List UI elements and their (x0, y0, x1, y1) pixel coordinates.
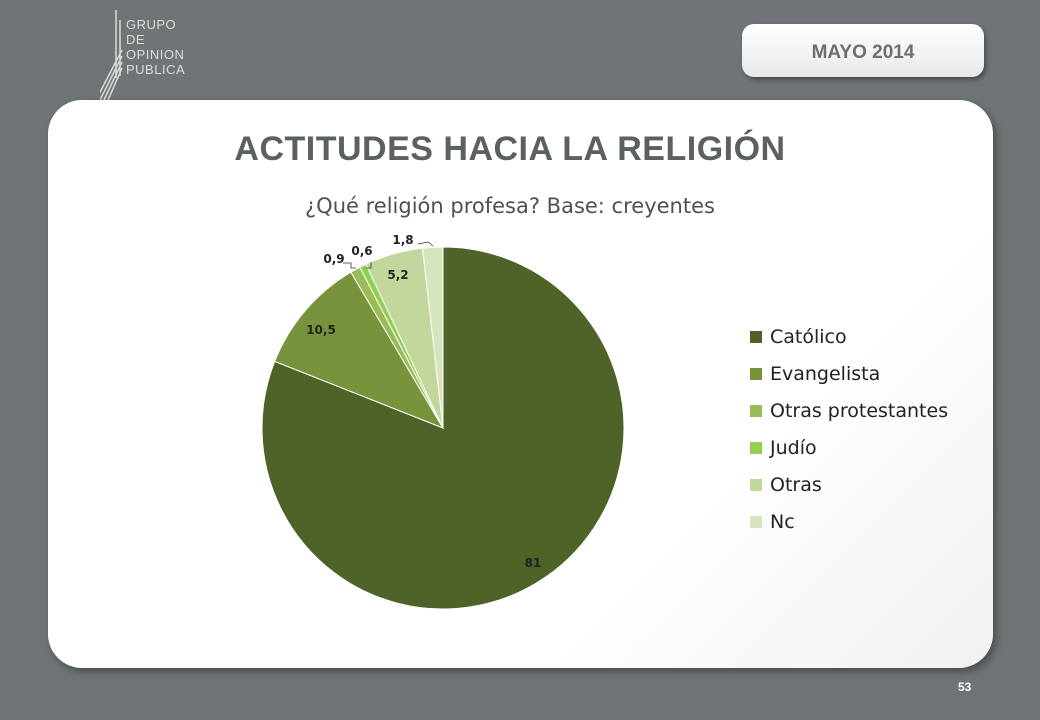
logo-line: PUBLICA (126, 62, 186, 77)
legend-item: Católico (750, 318, 948, 355)
legend-label: Católico (770, 325, 847, 348)
logo-text: GRUPO DE OPINION PUBLICA (126, 17, 185, 77)
legend-item: Evangelista (750, 355, 948, 392)
page-number: 53 (958, 680, 972, 694)
leader-line (343, 262, 356, 269)
leader-line (417, 241, 434, 247)
date-badge-label: MAYO 2014 (811, 41, 915, 63)
legend-swatch (750, 330, 762, 343)
legend-item: Nc (750, 503, 948, 540)
data-label: 10,5 (306, 323, 336, 337)
chart-legend: Católico Evangelista Otras protestantes Jud… (750, 318, 948, 540)
logo-line: GRUPO (126, 17, 177, 32)
chart-subtitle: ¿Qué religión profesa? Base: creyentes (305, 194, 715, 218)
chart-title: ACTITUDES HACIA LA RELIGIÓN (234, 130, 786, 168)
legend-swatch (750, 404, 762, 417)
logo-line: OPINION (126, 47, 185, 62)
logo-line: DE (126, 32, 146, 47)
data-label: 0,6 (351, 244, 372, 258)
pie-slice (274, 271, 445, 430)
legend-swatch (750, 515, 762, 528)
legend-swatch (750, 367, 762, 380)
legend-swatch (750, 441, 762, 454)
legend-label: Otras protestantes (770, 399, 949, 422)
leader-line (366, 262, 372, 269)
legend-label: Evangelista (770, 362, 881, 385)
pie-slice (422, 246, 444, 429)
legend-swatch (750, 478, 762, 491)
legend-label: Otras (770, 473, 822, 496)
logo-mark (100, 10, 123, 100)
legend-label: Nc (770, 510, 795, 533)
data-label: 81 (525, 556, 542, 570)
data-label: 0,9 (323, 252, 344, 266)
legend-label: Judío (770, 436, 817, 459)
data-label: 5,2 (387, 268, 408, 282)
pie-slice (261, 246, 625, 610)
legend-item: Judío (750, 429, 948, 466)
data-label: 1,8 (392, 233, 413, 247)
legend-item: Otras protestantes (750, 392, 948, 429)
date-badge: MAYO 2014 (742, 24, 984, 77)
legend-item: Otras (750, 466, 948, 503)
